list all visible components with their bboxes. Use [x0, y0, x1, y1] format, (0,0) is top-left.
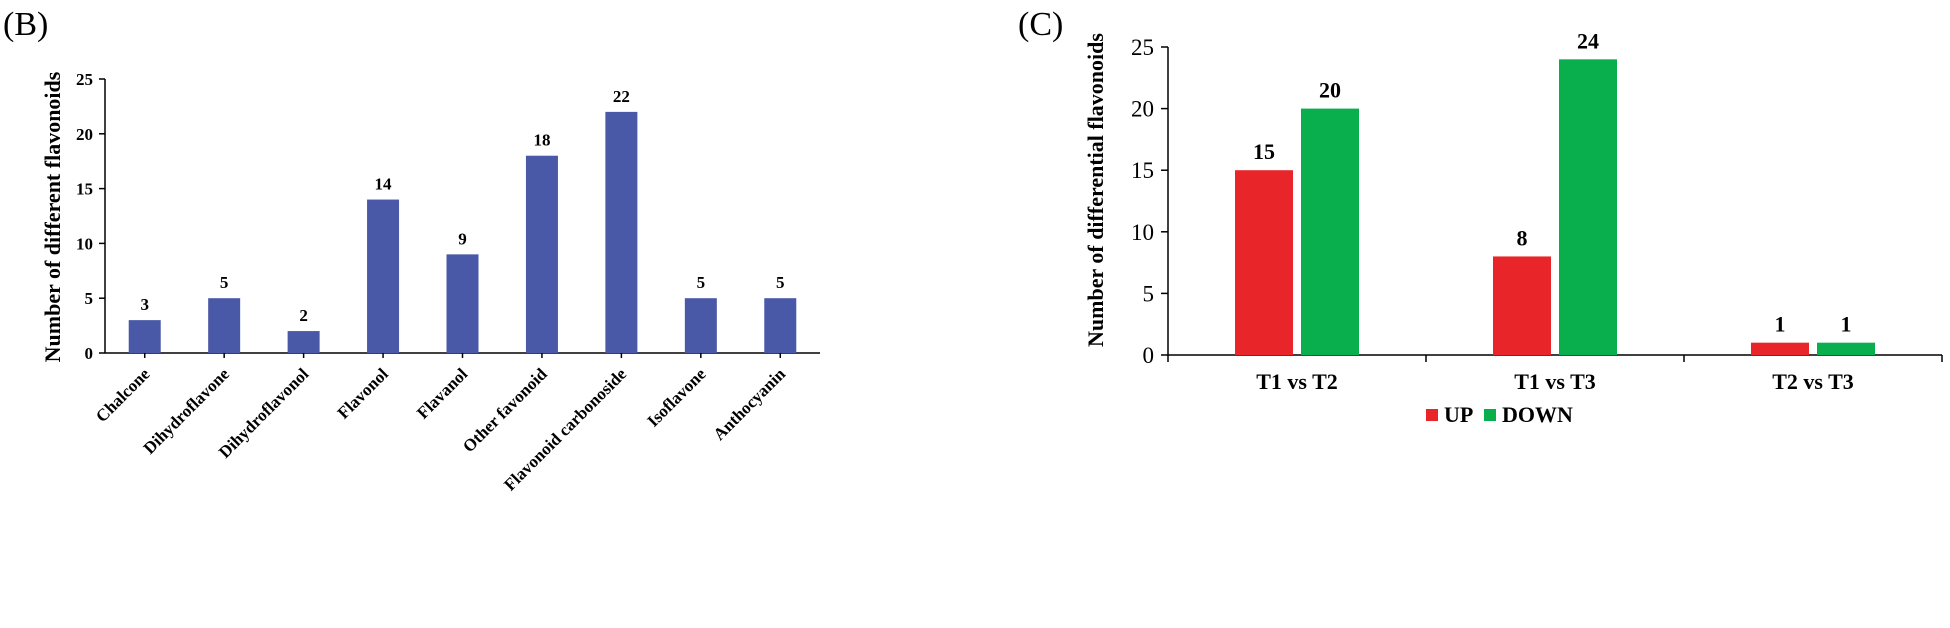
panel-label-c: (C): [1018, 6, 1063, 43]
data-label-b: 5: [697, 273, 706, 292]
legend-label-down: DOWN: [1502, 402, 1573, 427]
x-tick-label-b: Anthocyanin: [710, 364, 790, 444]
legend-label-up: UP: [1444, 402, 1473, 427]
y-tick-label-b: 15: [76, 180, 93, 199]
x-tick-label-c: T2 vs T3: [1772, 369, 1854, 394]
bar-c-up: [1751, 342, 1809, 355]
chart-panel-c: (C) Number of differential flavonoids 0 5…: [1018, 6, 1943, 427]
data-label-c: 15: [1253, 139, 1275, 164]
bar-b: [128, 320, 161, 353]
data-label-b: 5: [776, 273, 785, 292]
y-tick-label-c: 10: [1131, 220, 1154, 245]
data-label-c: 8: [1517, 225, 1528, 250]
data-label-b: 9: [458, 229, 467, 248]
bar-b: [605, 111, 638, 353]
panel-label-b: (B): [3, 6, 48, 43]
x-tick-label-b: Chalcone: [92, 364, 154, 426]
bar-b: [446, 254, 479, 353]
y-tick-label-c: 20: [1131, 97, 1154, 122]
y-tick-label-c: 25: [1131, 35, 1154, 60]
data-label-c: 20: [1319, 78, 1341, 103]
bar-c-up: [1235, 170, 1293, 355]
bar-b: [367, 199, 400, 353]
x-tick-label-b: Flavonol: [334, 364, 392, 422]
y-axis-label-c: Number of differential flavonoids: [1083, 33, 1108, 347]
y-axis-label-b: Number of different flavonoids: [40, 71, 65, 362]
bar-c-up: [1493, 256, 1551, 355]
plot-area-b: 05101520253Chalcone5Dihydroflavone2Dihyd…: [76, 70, 820, 494]
data-label-b: 2: [299, 306, 308, 325]
bar-c-down: [1817, 342, 1875, 355]
bar-b: [208, 298, 241, 353]
y-tick-label-c: 5: [1143, 281, 1155, 306]
data-label-b: 18: [533, 131, 550, 150]
chart-panel-b: (B) Number of different flavonoids 0 5 10 1…: [3, 6, 820, 494]
x-tick-label-b: Isoflavone: [643, 364, 710, 431]
plot-area-c: 0 5 10 15 20 25 15 20 T1 vs T2 8 24 T1 vs T3 1 1 T2 vs…: [1131, 28, 1943, 394]
bar-b: [764, 298, 797, 353]
data-label-c: 1: [1841, 312, 1852, 337]
legend-c: UP DOWN: [1426, 402, 1573, 427]
y-tick-label-b: 25: [76, 70, 93, 89]
bar-b: [287, 331, 320, 353]
y-tick-label-c: 15: [1131, 158, 1154, 183]
y-tick-label-b: 10: [76, 234, 93, 253]
y-tick-label-b: 0: [85, 344, 94, 363]
bar-c-down: [1301, 108, 1359, 355]
data-label-b: 5: [220, 273, 229, 292]
legend-swatch-up: [1426, 409, 1438, 421]
data-label-b: 3: [140, 295, 149, 314]
x-tick-label-c: T1 vs T3: [1514, 369, 1596, 394]
y-tick-label-b: 20: [76, 125, 93, 144]
y-tick-label-c: 0: [1143, 343, 1155, 368]
x-tick-label-c: T1 vs T2: [1256, 369, 1338, 394]
data-label-b: 14: [375, 175, 393, 194]
bar-c-down: [1559, 59, 1617, 355]
y-tick-label-b: 5: [85, 289, 94, 308]
legend-swatch-down: [1484, 409, 1496, 421]
x-tick-label-b: Flavanol: [413, 364, 471, 422]
data-label-c: 1: [1775, 312, 1786, 337]
bar-b: [684, 298, 717, 353]
data-label-c: 24: [1577, 28, 1599, 53]
bar-b: [525, 155, 558, 353]
x-tick-label-b: Other favonoid: [459, 364, 551, 456]
data-label-b: 22: [613, 87, 630, 106]
